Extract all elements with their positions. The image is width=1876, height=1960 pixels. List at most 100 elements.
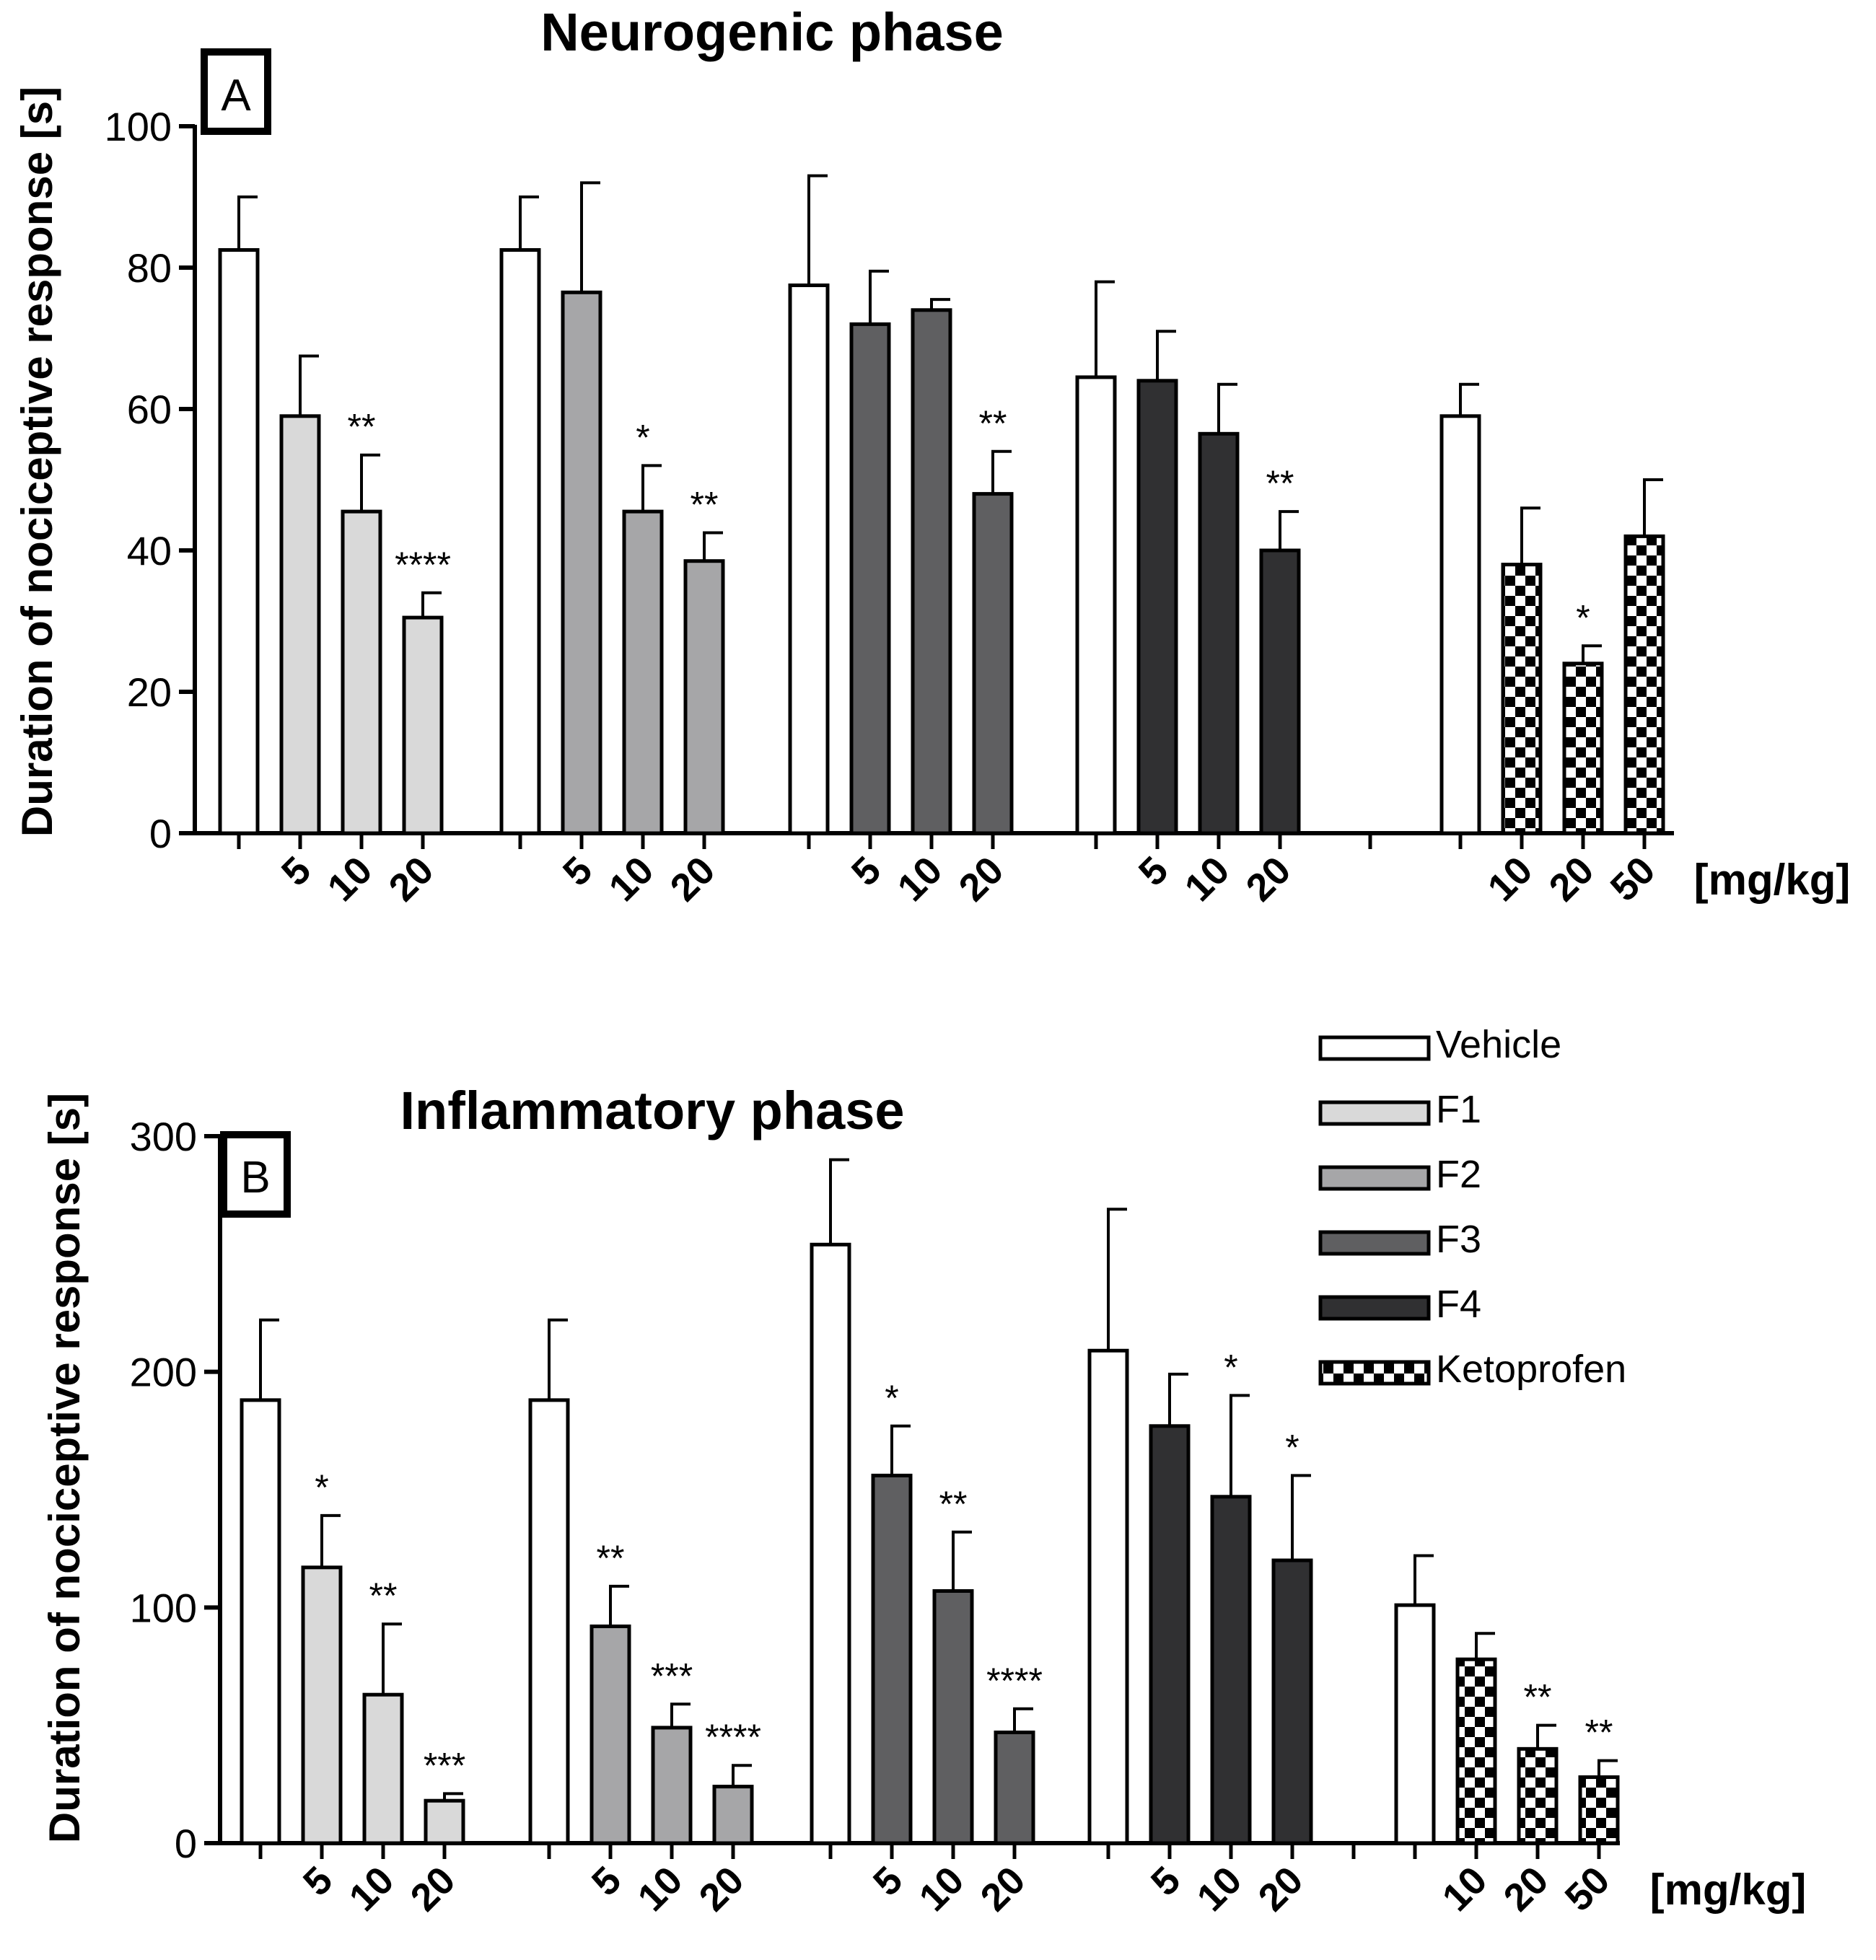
bar-f1-5: [279, 414, 321, 835]
legend-label-vehicle: Vehicle: [1436, 1023, 1561, 1066]
dose-label: 5: [843, 848, 890, 895]
significance-label: ***: [424, 1745, 465, 1785]
dose-label: 20: [1250, 1858, 1312, 1920]
y-tick-label: 0: [149, 811, 172, 856]
significance-label: **: [597, 1538, 625, 1578]
dose-label: 10: [341, 1858, 403, 1920]
bar-ketoprofen-10: [1501, 563, 1543, 835]
bar-f4-10: [1198, 431, 1240, 835]
panel-a-ylabel: Duration of nociceptive response [s]: [13, 87, 61, 837]
bar-ketoprofen-vehicle: [1394, 1603, 1436, 1845]
dose-label: 20: [403, 1858, 464, 1920]
panel-b-title: Inflammatory phase: [400, 1081, 904, 1141]
significance-label: **: [1524, 1677, 1552, 1718]
y-tick-label: 60: [127, 387, 172, 432]
panel-a-label: A: [221, 71, 251, 120]
legend: Vehicle F1 F2 F3 F4 Ketoprofen: [1318, 1023, 1626, 1391]
significance-label: **: [1266, 463, 1294, 504]
panel-b-ylabel: Duration of nociceptive response [s]: [40, 1093, 89, 1843]
panel-a-label-box: A: [201, 48, 271, 135]
bar-f1-10: [362, 1692, 404, 1845]
legend-label-f3: F3: [1436, 1218, 1481, 1261]
bar-f1-20: [402, 615, 444, 835]
bar-f1-5: [301, 1565, 343, 1845]
dose-label: 10: [630, 1858, 691, 1920]
dose-label: 20: [951, 848, 1012, 910]
bar-f3-5: [871, 1473, 913, 1845]
bar-f2-10: [651, 1726, 693, 1845]
significance-label: **: [691, 485, 719, 525]
significance-label: **: [939, 1484, 968, 1524]
significance-label: *: [1224, 1347, 1237, 1387]
panel-a-title: Neurogenic phase: [540, 2, 1004, 62]
dose-label: 20: [1496, 1858, 1557, 1920]
bar-f4-5: [1149, 1424, 1191, 1845]
bar-f4-10: [1210, 1495, 1252, 1845]
dose-label: 20: [381, 848, 442, 910]
bar-f4-20: [1271, 1558, 1313, 1845]
y-tick-label: 200: [130, 1350, 197, 1395]
panel-b-label-box: B: [220, 1131, 291, 1218]
bar-f3-10: [911, 308, 952, 835]
dose-label: 5: [273, 848, 320, 895]
legend-label-f4: F4: [1436, 1283, 1481, 1326]
y-tick-label: 100: [130, 1585, 197, 1630]
panel-b-unit-label: [mg/kg]: [1650, 1865, 1807, 1914]
bar-f2-5: [589, 1624, 631, 1845]
legend-swatch-f2: [1318, 1165, 1431, 1191]
bar-f2-20: [683, 559, 725, 835]
dose-label: 5: [555, 848, 601, 895]
dose-label: 10: [320, 848, 381, 910]
dose-label: 10: [1480, 848, 1541, 910]
y-tick-label: 100: [105, 104, 172, 149]
legend-label-keto: Ketoprofen: [1436, 1348, 1626, 1391]
legend-swatch-keto: [1318, 1360, 1431, 1386]
bar-f2-5: [561, 290, 602, 835]
significance-label: **: [1585, 1713, 1613, 1753]
y-tick-label: 20: [127, 669, 172, 715]
legend-swatch-f1: [1318, 1100, 1431, 1126]
bar-ketoprofen-20: [1517, 1746, 1559, 1845]
legend-label-f2: F2: [1436, 1153, 1481, 1196]
dose-label: 20: [973, 1858, 1034, 1920]
bar-f3-10: [932, 1588, 974, 1845]
bar-f1-20: [424, 1798, 465, 1845]
dose-label: 10: [601, 848, 662, 910]
dose-label: 5: [584, 1858, 630, 1904]
dose-label: 10: [1434, 1858, 1496, 1920]
y-tick-label: 300: [130, 1114, 197, 1159]
bar-ketoprofen-vehicle: [1439, 414, 1481, 835]
bar-ketoprofen-10: [1455, 1657, 1497, 1845]
significance-label: ****: [986, 1661, 1043, 1701]
bar-f4-20: [1259, 548, 1301, 835]
bar-f2-20: [712, 1785, 754, 1845]
significance-label: **: [979, 403, 1007, 444]
significance-label: *: [315, 1467, 328, 1508]
panel-a-unit-label: [mg/kg]: [1694, 856, 1851, 904]
significance-label: *: [1285, 1427, 1299, 1467]
bar-f3-5: [849, 322, 891, 835]
bar-ketoprofen-50: [1623, 534, 1665, 835]
panel-b-plot: 0100200300*5**10***20**5***10****20*5**1…: [130, 1114, 1620, 1920]
bar-f4-5: [1136, 379, 1178, 835]
significance-label: ****: [395, 545, 451, 585]
panel-b-label: B: [240, 1153, 270, 1203]
significance-label: *: [885, 1378, 898, 1418]
dose-label: 20: [1541, 848, 1603, 910]
bar-f3-vehicle: [788, 284, 830, 835]
legend-label-f1: F1: [1436, 1088, 1481, 1131]
dose-label: 10: [911, 1858, 973, 1920]
dose-label: 50: [1557, 1858, 1618, 1920]
dose-label: 5: [1131, 848, 1177, 895]
dose-label: 10: [890, 848, 951, 910]
bar-f1-vehicle: [240, 1398, 281, 1845]
dose-label: 10: [1189, 1858, 1250, 1920]
significance-label: *: [636, 417, 649, 457]
bar-f1-10: [341, 509, 382, 835]
dose-label: 10: [1177, 848, 1238, 910]
dose-label: 50: [1603, 848, 1664, 910]
bar-f4-vehicle: [1087, 1348, 1129, 1845]
dose-label: 5: [1143, 1858, 1189, 1904]
dose-label: 20: [662, 848, 724, 910]
